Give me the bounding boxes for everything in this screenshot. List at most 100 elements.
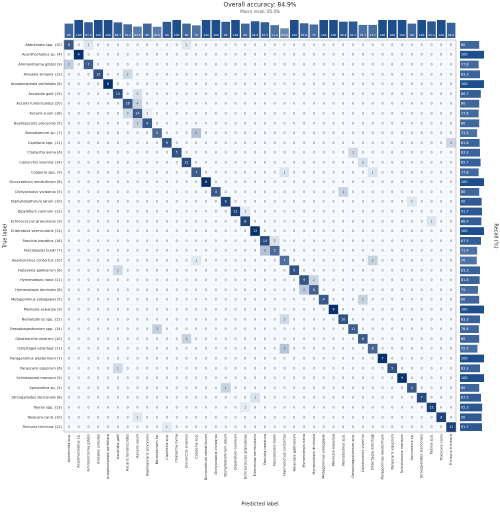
cell-label: 6 <box>313 288 315 292</box>
cell-label: 0 <box>225 317 227 321</box>
cell-label: 0 <box>185 249 187 253</box>
cell-label: 0 <box>234 406 236 410</box>
cell-label: 0 <box>254 43 256 47</box>
cell-label: 0 <box>78 131 80 135</box>
cell-label: 0 <box>264 337 266 341</box>
cell-label: 0 <box>185 170 187 174</box>
cell-label: 0 <box>127 376 129 380</box>
cell-label: 0 <box>176 161 178 165</box>
cell-label: 0 <box>225 170 227 174</box>
x-tick-label: Haemonchus contortus <box>283 434 287 476</box>
precision-bar <box>358 24 368 38</box>
cell-label: 0 <box>166 298 168 302</box>
cell-label: 0 <box>127 210 129 214</box>
cell-label: 0 <box>440 259 442 263</box>
cell-label: 0 <box>244 239 246 243</box>
cell-label: 0 <box>332 190 334 194</box>
precision-label: 100 <box>390 33 396 37</box>
cell-label: 0 <box>146 219 148 223</box>
cell-label: 0 <box>78 268 80 272</box>
cell-label: 0 <box>323 151 325 155</box>
cell-label: 0 <box>421 229 423 233</box>
cell-label: 0 <box>156 112 158 116</box>
cell-label: 0 <box>283 161 285 165</box>
cell-label: 0 <box>332 151 334 155</box>
cell-label: 0 <box>205 347 207 351</box>
cell-label: 0 <box>176 376 178 380</box>
recall-label: 80 <box>461 190 465 194</box>
cell-label: 0 <box>362 219 364 223</box>
cell-label: 0 <box>234 151 236 155</box>
cell-label: 0 <box>215 396 217 400</box>
cell-label: 0 <box>127 249 129 253</box>
cell-label: 0 <box>107 92 109 96</box>
cell-label: 0 <box>136 170 138 174</box>
recall-label: 80 <box>461 298 465 302</box>
cell-label: 0 <box>381 210 383 214</box>
cell-label: 0 <box>244 82 246 86</box>
cell-label: 0 <box>166 376 168 380</box>
cell-label: 0 <box>68 366 70 370</box>
cell-label: 0 <box>225 415 227 419</box>
cell-label: 0 <box>87 161 89 165</box>
cell-label: 0 <box>225 308 227 312</box>
cell-label: 0 <box>352 170 354 174</box>
cell-label: 0 <box>136 376 138 380</box>
cell-label: 13 <box>116 92 120 96</box>
cell-label: 0 <box>254 259 256 263</box>
cell-label: 0 <box>372 298 374 302</box>
cell-label: 0 <box>97 92 99 96</box>
cell-label: 5 <box>274 249 276 253</box>
cell-label: 0 <box>68 337 70 341</box>
cell-label: 0 <box>117 53 119 57</box>
cell-label: 0 <box>372 121 374 125</box>
cell-label: 0 <box>254 239 256 243</box>
cell-label: 0 <box>440 180 442 184</box>
y-tick-label: Echinococcus granulosus (9) <box>11 219 63 223</box>
cell-label: 0 <box>323 425 325 429</box>
cell-label: 0 <box>440 366 442 370</box>
cell-label: 0 <box>195 229 197 233</box>
precision-label: 100 <box>203 33 209 37</box>
cell-label: 0 <box>323 82 325 86</box>
cell-label: 0 <box>264 386 266 390</box>
cell-label: 0 <box>146 366 148 370</box>
cell-label: 1 <box>352 151 354 155</box>
cell-label: 0 <box>97 396 99 400</box>
cell-label: 0 <box>205 151 207 155</box>
precision-bar <box>84 22 93 38</box>
cell-label: 0 <box>303 63 305 67</box>
cell-label: 0 <box>332 298 334 302</box>
x-tick-label: Ammonitrema gibbsi <box>87 434 91 472</box>
cell-label: 3 <box>283 347 285 351</box>
cell-label: 0 <box>68 249 70 253</box>
cell-label: 0 <box>225 131 227 135</box>
cell-label: 0 <box>381 219 383 223</box>
cell-label: 0 <box>117 298 119 302</box>
cell-label: 0 <box>401 278 403 282</box>
cell-label: 5 <box>156 131 158 135</box>
cell-label: 0 <box>283 92 285 96</box>
recall-label: 77.8 <box>461 63 469 67</box>
cell-label: 0 <box>215 161 217 165</box>
cell-label: 0 <box>117 141 119 145</box>
cell-label: 0 <box>225 288 227 292</box>
cell-label: 0 <box>205 53 207 57</box>
cell-label: 0 <box>215 268 217 272</box>
cell-label: 0 <box>156 239 158 243</box>
cell-label: 0 <box>254 366 256 370</box>
cell-label: 0 <box>176 396 178 400</box>
cell-label: 0 <box>421 425 423 429</box>
cell-label: 0 <box>430 210 432 214</box>
precision-bar <box>339 21 348 38</box>
cell-label: 0 <box>362 386 364 390</box>
cell-label: 0 <box>136 308 138 312</box>
cell-label: 0 <box>68 180 70 184</box>
cell-label: 0 <box>205 229 207 233</box>
cell-label: 0 <box>440 249 442 253</box>
x-tick-label: Fasciolopsis buski <box>273 434 277 466</box>
cell-label: 0 <box>352 161 354 165</box>
cell-label: 0 <box>411 278 413 282</box>
cell-label: 0 <box>323 406 325 410</box>
cell-label: 0 <box>352 63 354 67</box>
